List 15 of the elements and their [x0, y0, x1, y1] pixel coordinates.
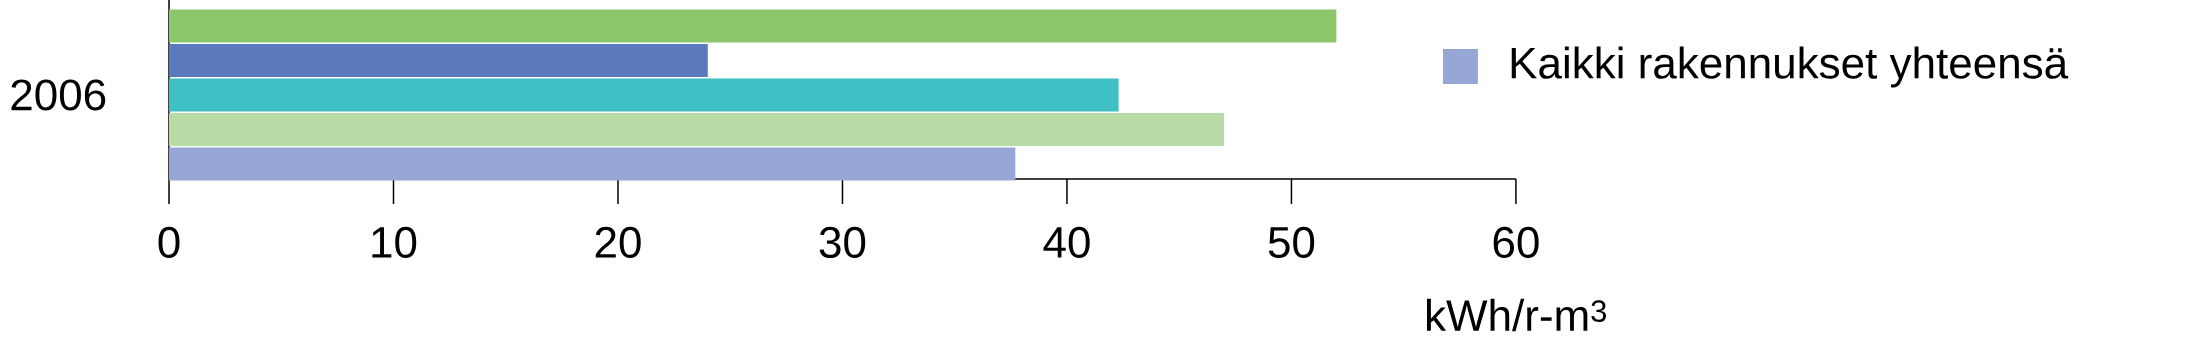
bar: [169, 113, 1225, 146]
legend-label: Kaikki rakennukset yhteensä: [1511, 46, 2069, 88]
x-tick-label: 40: [1043, 226, 1090, 259]
y-tick-label: 2006: [11, 79, 106, 111]
bar: [169, 78, 1119, 112]
x-tick-label: 30: [819, 226, 866, 259]
x-tick-label: 50: [1268, 226, 1315, 259]
x-tick-label: 10: [372, 226, 417, 259]
x-tick-label: 60: [1493, 226, 1539, 259]
bar: [169, 9, 1337, 43]
bar: [169, 44, 708, 77]
x-tick-label: 20: [595, 226, 641, 259]
bar: [169, 147, 1016, 181]
x-tick-label: 0: [158, 226, 180, 259]
x-axis-title: kWh/r-m$^{3}$: [1427, 298, 1606, 332]
